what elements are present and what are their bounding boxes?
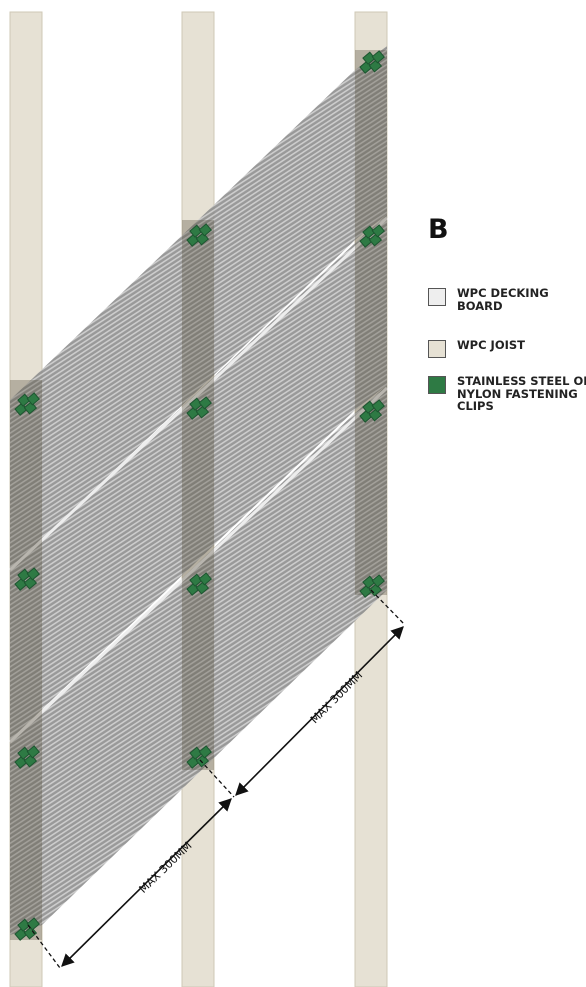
- fastening-clip: [186, 223, 213, 247]
- fastening-clip: [14, 745, 41, 769]
- decking-board-3: [10, 413, 355, 915]
- board-seam-1: [8, 216, 389, 572]
- extension-line-3: [370, 589, 406, 626]
- extension-line-2: [199, 759, 235, 798]
- decking-board-upper-fill: [355, 46, 387, 240]
- clip-swatch: [428, 376, 446, 394]
- legend-label-joist: WPC JOIST: [457, 338, 526, 352]
- board-seam-2: [8, 386, 389, 744]
- joist-right-overlap: [355, 50, 387, 595]
- fastening-clip: [14, 567, 41, 591]
- fastening-clip: [186, 396, 213, 420]
- fastening-clip: [359, 399, 386, 423]
- decking-board-swatch: [428, 288, 446, 306]
- decking-board-upper-fill-3: [355, 385, 387, 580]
- extension-line-1: [27, 924, 61, 969]
- joist-overlaps: [10, 50, 387, 940]
- legend-label-clips: STAINLESS STEEL OR NYLON FASTENING CLIPS: [457, 374, 586, 413]
- decking-board-1: [10, 70, 355, 570]
- fastening-clip: [14, 392, 41, 416]
- fastening-clip: [186, 745, 213, 769]
- fastening-clip: [359, 50, 386, 74]
- joist-left-overlap: [10, 380, 42, 940]
- fastening-clip: [186, 572, 213, 596]
- fastening-clip: [359, 224, 386, 248]
- dimension-arrow-lower: [61, 798, 232, 967]
- fastening-clips: [14, 50, 386, 941]
- decking-boards: [8, 46, 389, 935]
- fastening-clip: [359, 574, 386, 598]
- decking-board-2: [10, 243, 355, 740]
- joist-swatch: [428, 340, 446, 358]
- legend-label-decking-board: WPC DECKING BOARD: [457, 286, 549, 313]
- dimension-arrow-upper: [235, 626, 404, 796]
- decking-board-upper-fill-2: [355, 214, 387, 410]
- joist-middle-overlap: [182, 220, 214, 770]
- panel-label: B: [428, 214, 449, 245]
